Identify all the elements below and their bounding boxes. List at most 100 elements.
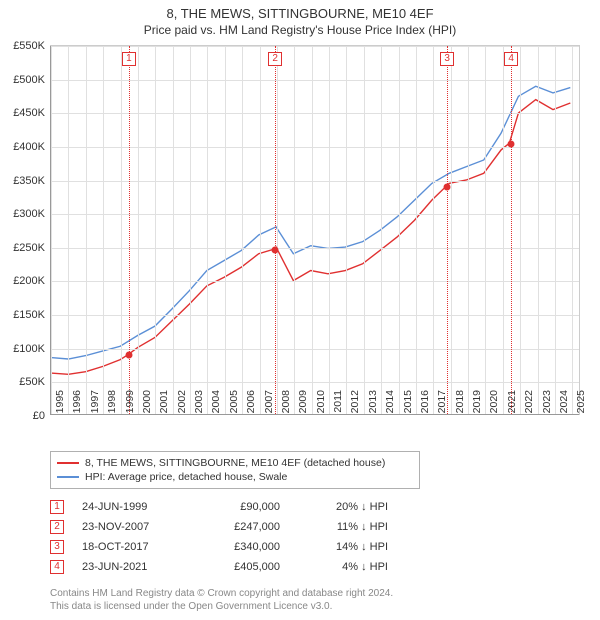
y-axis-label: £500K bbox=[0, 74, 45, 86]
legend-row: HPI: Average price, detached house, Swal… bbox=[57, 470, 413, 484]
event-delta: 14% ↓ HPI bbox=[298, 541, 388, 553]
marker-dot bbox=[272, 246, 279, 253]
gridline-v bbox=[399, 46, 400, 414]
legend-swatch bbox=[57, 462, 79, 464]
marker-box: 2 bbox=[268, 52, 282, 66]
event-row: 423-JUN-2021£405,0004% ↓ HPI bbox=[50, 557, 600, 577]
marker-dot bbox=[444, 184, 451, 191]
y-axis-label: £250K bbox=[0, 242, 45, 254]
footer: Contains HM Land Registry data © Crown c… bbox=[50, 587, 600, 613]
gridline-v bbox=[242, 46, 243, 414]
chart: 1234 £0£50K£100K£150K£200K£250K£300K£350… bbox=[50, 45, 580, 415]
gridline-h bbox=[51, 46, 579, 47]
gridline-h bbox=[51, 315, 579, 316]
gridline-h bbox=[51, 214, 579, 215]
event-row: 223-NOV-2007£247,00011% ↓ HPI bbox=[50, 517, 600, 537]
x-axis-label: 2006 bbox=[245, 390, 257, 420]
x-axis-label: 1995 bbox=[54, 390, 66, 420]
gridline-h bbox=[51, 349, 579, 350]
gridline-v bbox=[225, 46, 226, 414]
gridline-v bbox=[173, 46, 174, 414]
x-axis-label: 2016 bbox=[419, 390, 431, 420]
plot-area: 1234 bbox=[50, 46, 579, 415]
gridline-v bbox=[433, 46, 434, 414]
event-row: 124-JUN-1999£90,00020% ↓ HPI bbox=[50, 497, 600, 517]
x-axis-label: 2000 bbox=[141, 390, 153, 420]
events-table: 124-JUN-1999£90,00020% ↓ HPI223-NOV-2007… bbox=[50, 497, 600, 577]
gridline-v bbox=[138, 46, 139, 414]
gridline-v bbox=[555, 46, 556, 414]
gridline-h bbox=[51, 147, 579, 148]
marker-line bbox=[275, 46, 276, 414]
x-axis-label: 2015 bbox=[402, 390, 414, 420]
footer-line2: This data is licensed under the Open Gov… bbox=[50, 600, 600, 613]
event-price: £90,000 bbox=[200, 501, 280, 513]
gridline-v bbox=[51, 46, 52, 414]
gridline-v bbox=[190, 46, 191, 414]
marker-dot bbox=[125, 352, 132, 359]
x-axis-label: 1997 bbox=[89, 390, 101, 420]
gridline-v bbox=[68, 46, 69, 414]
x-axis-label: 2001 bbox=[158, 390, 170, 420]
event-date: 23-JUN-2021 bbox=[82, 561, 182, 573]
event-date: 24-JUN-1999 bbox=[82, 501, 182, 513]
gridline-v bbox=[538, 46, 539, 414]
gridline-h bbox=[51, 281, 579, 282]
x-axis-label: 2019 bbox=[471, 390, 483, 420]
x-axis-label: 2002 bbox=[176, 390, 188, 420]
gridline-v bbox=[312, 46, 313, 414]
x-axis-label: 2005 bbox=[228, 390, 240, 420]
gridline-h bbox=[51, 80, 579, 81]
event-delta: 11% ↓ HPI bbox=[298, 521, 388, 533]
x-axis-label: 2010 bbox=[315, 390, 327, 420]
gridline-h bbox=[51, 382, 579, 383]
x-axis-label: 1996 bbox=[71, 390, 83, 420]
gridline-v bbox=[416, 46, 417, 414]
chart-lines bbox=[51, 46, 579, 415]
event-num-box: 2 bbox=[50, 520, 64, 534]
gridline-v bbox=[381, 46, 382, 414]
gridline-v bbox=[468, 46, 469, 414]
gridline-h bbox=[51, 113, 579, 114]
x-axis-label: 2003 bbox=[193, 390, 205, 420]
x-axis-label: 2023 bbox=[541, 390, 553, 420]
gridline-v bbox=[277, 46, 278, 414]
event-delta: 20% ↓ HPI bbox=[298, 501, 388, 513]
y-axis-label: £400K bbox=[0, 141, 45, 153]
gridline-v bbox=[346, 46, 347, 414]
gridline-v bbox=[572, 46, 573, 414]
x-axis-label: 2022 bbox=[523, 390, 535, 420]
marker-box: 3 bbox=[440, 52, 454, 66]
marker-box: 1 bbox=[122, 52, 136, 66]
x-axis-label: 2025 bbox=[575, 390, 587, 420]
gridline-h bbox=[51, 248, 579, 249]
gridline-v bbox=[503, 46, 504, 414]
event-num-box: 3 bbox=[50, 540, 64, 554]
legend-label: HPI: Average price, detached house, Swal… bbox=[85, 471, 287, 483]
page-title: 8, THE MEWS, SITTINGBOURNE, ME10 4EF bbox=[0, 0, 600, 21]
event-date: 18-OCT-2017 bbox=[82, 541, 182, 553]
x-axis-label: 2008 bbox=[280, 390, 292, 420]
marker-dot bbox=[508, 140, 515, 147]
gridline-v bbox=[103, 46, 104, 414]
gridline-v bbox=[364, 46, 365, 414]
x-axis-label: 2014 bbox=[384, 390, 396, 420]
x-axis-label: 2021 bbox=[506, 390, 518, 420]
page-subtitle: Price paid vs. HM Land Registry's House … bbox=[0, 21, 600, 45]
gridline-v bbox=[520, 46, 521, 414]
gridline-v bbox=[329, 46, 330, 414]
gridline-v bbox=[485, 46, 486, 414]
gridline-h bbox=[51, 181, 579, 182]
y-axis-label: £450K bbox=[0, 107, 45, 119]
x-axis-label: 2018 bbox=[454, 390, 466, 420]
event-delta: 4% ↓ HPI bbox=[298, 561, 388, 573]
x-axis-label: 2011 bbox=[332, 390, 344, 420]
x-axis-label: 2007 bbox=[263, 390, 275, 420]
y-axis-label: £300K bbox=[0, 208, 45, 220]
event-price: £247,000 bbox=[200, 521, 280, 533]
marker-line bbox=[511, 46, 512, 414]
x-axis-label: 2009 bbox=[297, 390, 309, 420]
x-axis-label: 2020 bbox=[488, 390, 500, 420]
legend-swatch bbox=[57, 476, 79, 478]
y-axis-label: £0 bbox=[0, 410, 45, 422]
